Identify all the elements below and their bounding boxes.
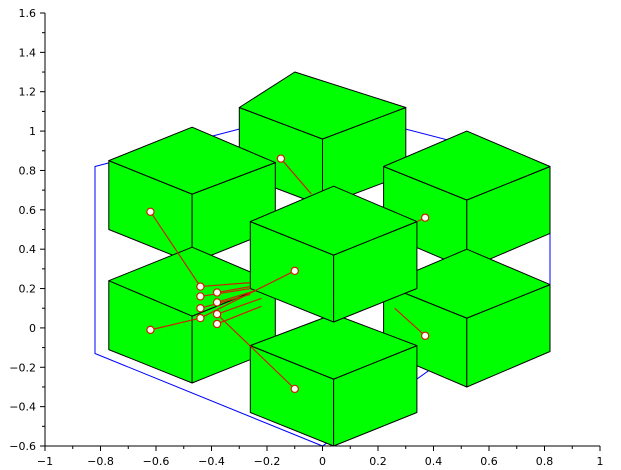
data-point-9	[212, 309, 222, 319]
cube-top-face	[249, 313, 418, 380]
link-line-14	[394, 307, 426, 337]
link-line-2	[150, 317, 201, 331]
y-tick-label: 1.6	[19, 7, 37, 20]
point-group	[146, 154, 430, 394]
data-point-6	[196, 313, 205, 323]
link-line-6	[216, 285, 251, 294]
x-tick-label: 1	[597, 455, 604, 468]
y-tick-label: 1.2	[19, 86, 37, 99]
link-line-1	[149, 211, 201, 287]
link-line-11	[216, 313, 296, 390]
y-tick-label: 0	[29, 322, 36, 335]
data-point-7	[212, 288, 222, 297]
cube-4	[108, 246, 276, 384]
y-tick-label: 1.4	[19, 46, 37, 59]
cube-top-face	[108, 126, 276, 195]
axes: −1 −0.8 −0.6 −0.4 −0.2 0 0.2 0.4 0.6 0.8 1 −0.6−0.…	[9, 7, 603, 468]
x-axis-ticks: −1 −0.8 −0.6 −0.4 −0.2 0 0.2 0.4 0.6 0.8 1	[37, 446, 604, 468]
x-tick-label: 0.2	[369, 455, 387, 468]
link-line-8	[216, 297, 262, 315]
x-tick-label: 0.4	[425, 455, 443, 468]
x-tick-label: −1	[37, 455, 53, 468]
x-tick-label: 0.8	[536, 455, 554, 468]
y-tick-label: −0.4	[9, 401, 36, 414]
y-tick-label: 0.6	[19, 204, 37, 217]
y-tick-label: 0.2	[19, 283, 37, 296]
link-line-7	[216, 289, 257, 303]
cube-top-face	[249, 185, 418, 256]
cube-top-face	[383, 130, 551, 201]
data-point-15	[420, 331, 430, 340]
x-tick-label: −0.2	[254, 455, 281, 468]
data-point-14	[420, 213, 430, 222]
cube-6	[249, 313, 418, 447]
link-line-3	[200, 282, 251, 288]
data-point-13	[276, 154, 286, 163]
y-tick-label: 0.8	[19, 164, 37, 177]
link-line-12	[280, 158, 312, 195]
data-point-5	[196, 304, 205, 313]
data-point-3	[196, 282, 205, 291]
y-tick-label: −0.6	[9, 440, 36, 453]
data-point-12	[290, 384, 299, 394]
x-tick-label: −0.4	[198, 455, 225, 468]
y-axis-ticks: −0.6 −0.4 −0.2 0 0.2 0.4 0.6 0.8 1 1.2 1.4 1.6	[9, 7, 45, 453]
cube-top-face	[238, 71, 407, 140]
data-point-4	[196, 292, 205, 301]
data-point-10	[212, 319, 222, 329]
data-point-1	[146, 207, 155, 216]
link-line-4	[200, 287, 251, 298]
y-tick-label: 0.4	[19, 243, 37, 256]
data-point-8	[212, 298, 222, 307]
x-tick-label: 0	[319, 455, 326, 468]
y-tick-label: −0.2	[9, 361, 36, 374]
data-point-2	[146, 325, 155, 335]
x-tick-label: 0.6	[480, 455, 498, 468]
data-point-11	[290, 266, 299, 276]
y-tick-label: 1	[29, 125, 36, 138]
x-tick-label: −0.8	[87, 455, 114, 468]
x-tick-label: −0.6	[143, 455, 170, 468]
cube-group	[108, 71, 551, 447]
